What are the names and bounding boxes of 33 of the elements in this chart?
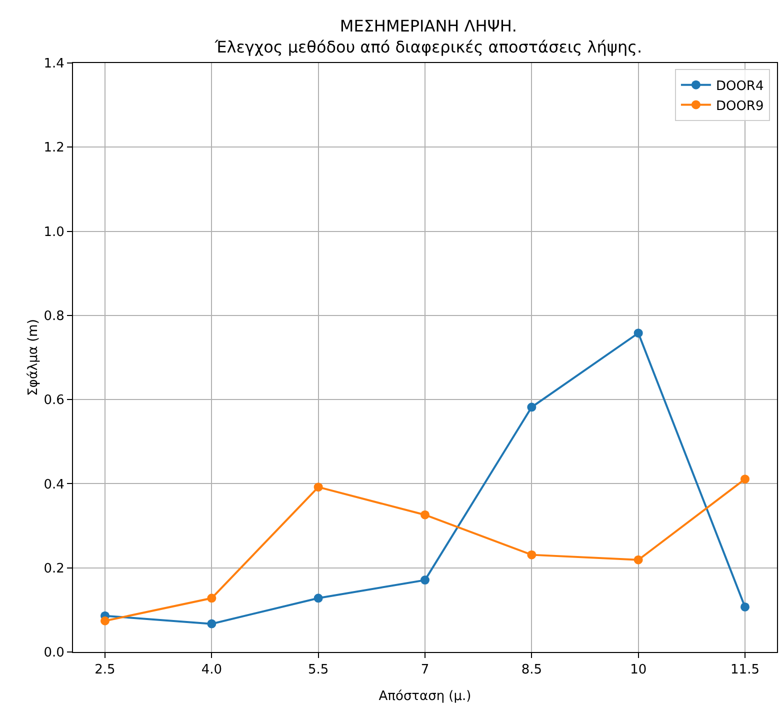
- point: [527, 402, 536, 412]
- point: [314, 594, 323, 603]
- x-tick-label: 2.5: [94, 662, 116, 678]
- point: [634, 328, 643, 338]
- point: [420, 510, 430, 520]
- y-tick-label: 0.6: [44, 393, 64, 408]
- point: [527, 550, 536, 560]
- x-tick-label: 5.5: [308, 662, 329, 678]
- point: [740, 474, 750, 484]
- point: [634, 555, 643, 564]
- x-tick-label: 11.5: [730, 662, 760, 678]
- point: [207, 594, 216, 603]
- point: [100, 616, 110, 626]
- point: [420, 576, 430, 585]
- legend-label: DOOR4: [716, 78, 764, 94]
- y-axis-title: Σφάλμα (m): [26, 319, 41, 396]
- y-tick-label: 1.2: [44, 140, 64, 156]
- point: [314, 482, 323, 492]
- x-tick-label: 8.5: [521, 662, 542, 678]
- y-tick-label: 0.0: [44, 646, 64, 661]
- y-tick-label: 0.4: [44, 477, 64, 492]
- x-tick-label: 10: [630, 662, 647, 678]
- x-axis-title: Απόσταση (μ.): [378, 689, 472, 704]
- legend-label: DOOR9: [716, 98, 764, 114]
- y-tick-label: 1.0: [44, 224, 64, 240]
- point: [740, 602, 750, 612]
- y-tick-label: 0.2: [44, 561, 64, 576]
- chart-title: ΜΕΣΗΜΕΡΙΑΝΗ ΛΗΨΗ. Έλεγχος μεθόδου από διαφερικές αποστάσεις λήψης.: [214, 16, 642, 56]
- y-tick-label: 0.8: [44, 308, 64, 324]
- y-tick-label: 1.4: [44, 56, 64, 72]
- x-tick-label: 7: [420, 662, 430, 678]
- x-tick-label: 4.0: [201, 662, 222, 678]
- point: [207, 619, 216, 628]
